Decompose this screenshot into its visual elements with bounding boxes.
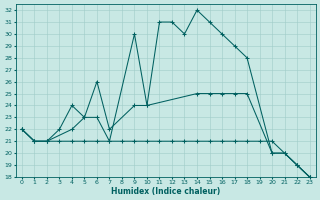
X-axis label: Humidex (Indice chaleur): Humidex (Indice chaleur): [111, 187, 220, 196]
